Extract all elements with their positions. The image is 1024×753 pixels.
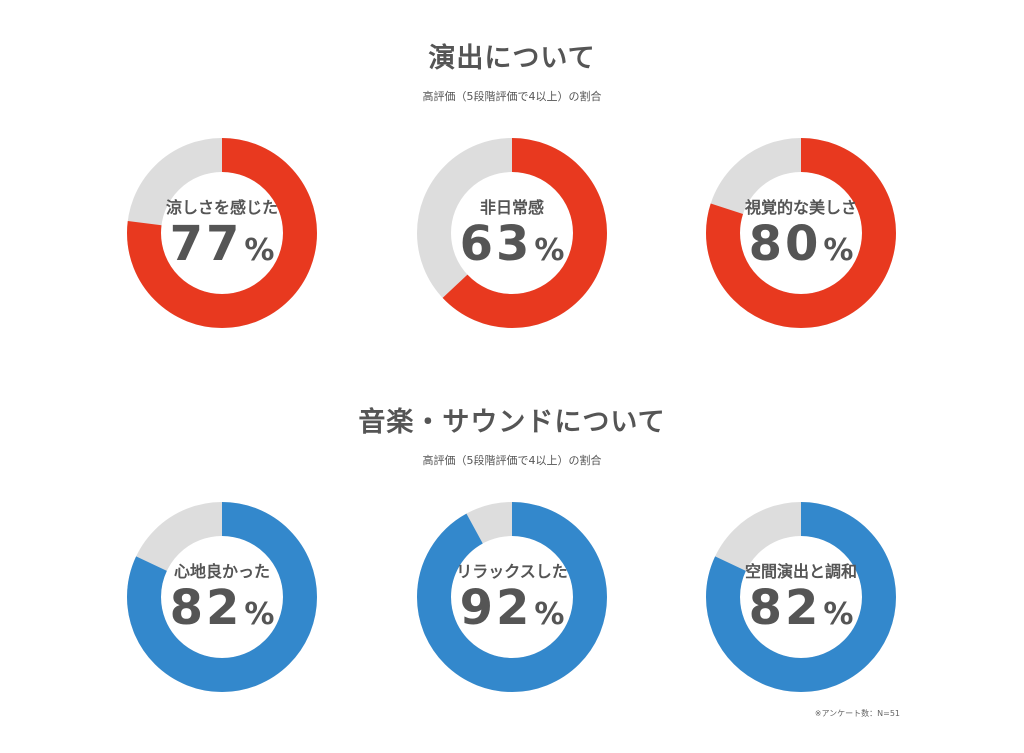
donut-value-percent: % [823,597,854,632]
donut-value-number: 82 [748,580,822,636]
donut-value-percent: % [534,597,565,632]
donut-value-number: 77 [169,216,243,272]
donut-value-arc [417,138,607,328]
donut-value-number: 63 [459,216,533,272]
donut-chart-comfortable: 心地良かった 82% [127,502,317,692]
donut-value-arc [417,502,607,692]
donut-ring [706,138,896,328]
donut-value: 82% [706,580,896,636]
donut-ring [417,138,607,328]
donut-value-number: 80 [748,216,822,272]
donut-chart-spatial-harmony: 空間演出と調和 82% [706,502,896,692]
donut-value-number: 82 [169,580,243,636]
donut-value: 63% [417,216,607,272]
donut-value-percent: % [534,233,565,268]
donut-chart-relaxed: リラックスした 92% [417,502,607,692]
donut-label: 涼しさを感じた [165,198,278,217]
donut-label: 視覚的な美しさ [744,198,857,217]
donut-label: 非日常感 [479,198,544,217]
donut-value-number: 92 [459,580,533,636]
donut-value: 80% [706,216,896,272]
donut-value-arc [127,138,317,328]
section-title-music-sound: 音楽・サウンドについて [358,407,666,438]
donut-chart-visual-beauty: 視覚的な美しさ 80% [706,138,896,328]
donut-value-percent: % [244,597,275,632]
donut-value-arc [706,138,896,328]
donut-label: 心地良かった [173,562,270,581]
donut-label: リラックスした [456,562,568,581]
donut-value-arc [127,502,317,692]
donut-value-percent: % [244,233,275,268]
donut-ring [127,502,317,692]
donut-value: 82% [127,580,317,636]
donut-chart-extraordinary: 非日常感 63% [417,138,607,328]
donut-chart-coolness: 涼しさを感じた 77% [127,138,317,328]
donut-ring [417,502,607,692]
donut-ring [706,502,896,692]
donut-ring [127,138,317,328]
footnote-sample-size: ※アンケート数：N=51 [814,709,900,718]
section-title-staging: 演出について [428,43,596,74]
donut-value: 92% [417,580,607,636]
donut-value-arc [706,502,896,692]
donut-label: 空間演出と調和 [744,562,857,581]
section-subtitle-music-sound: 高評価（5段階評価で4以上）の割合 [422,454,602,467]
donut-value-percent: % [823,233,854,268]
section-subtitle-staging: 高評価（5段階評価で4以上）の割合 [422,90,602,103]
donut-value: 77% [127,216,317,272]
